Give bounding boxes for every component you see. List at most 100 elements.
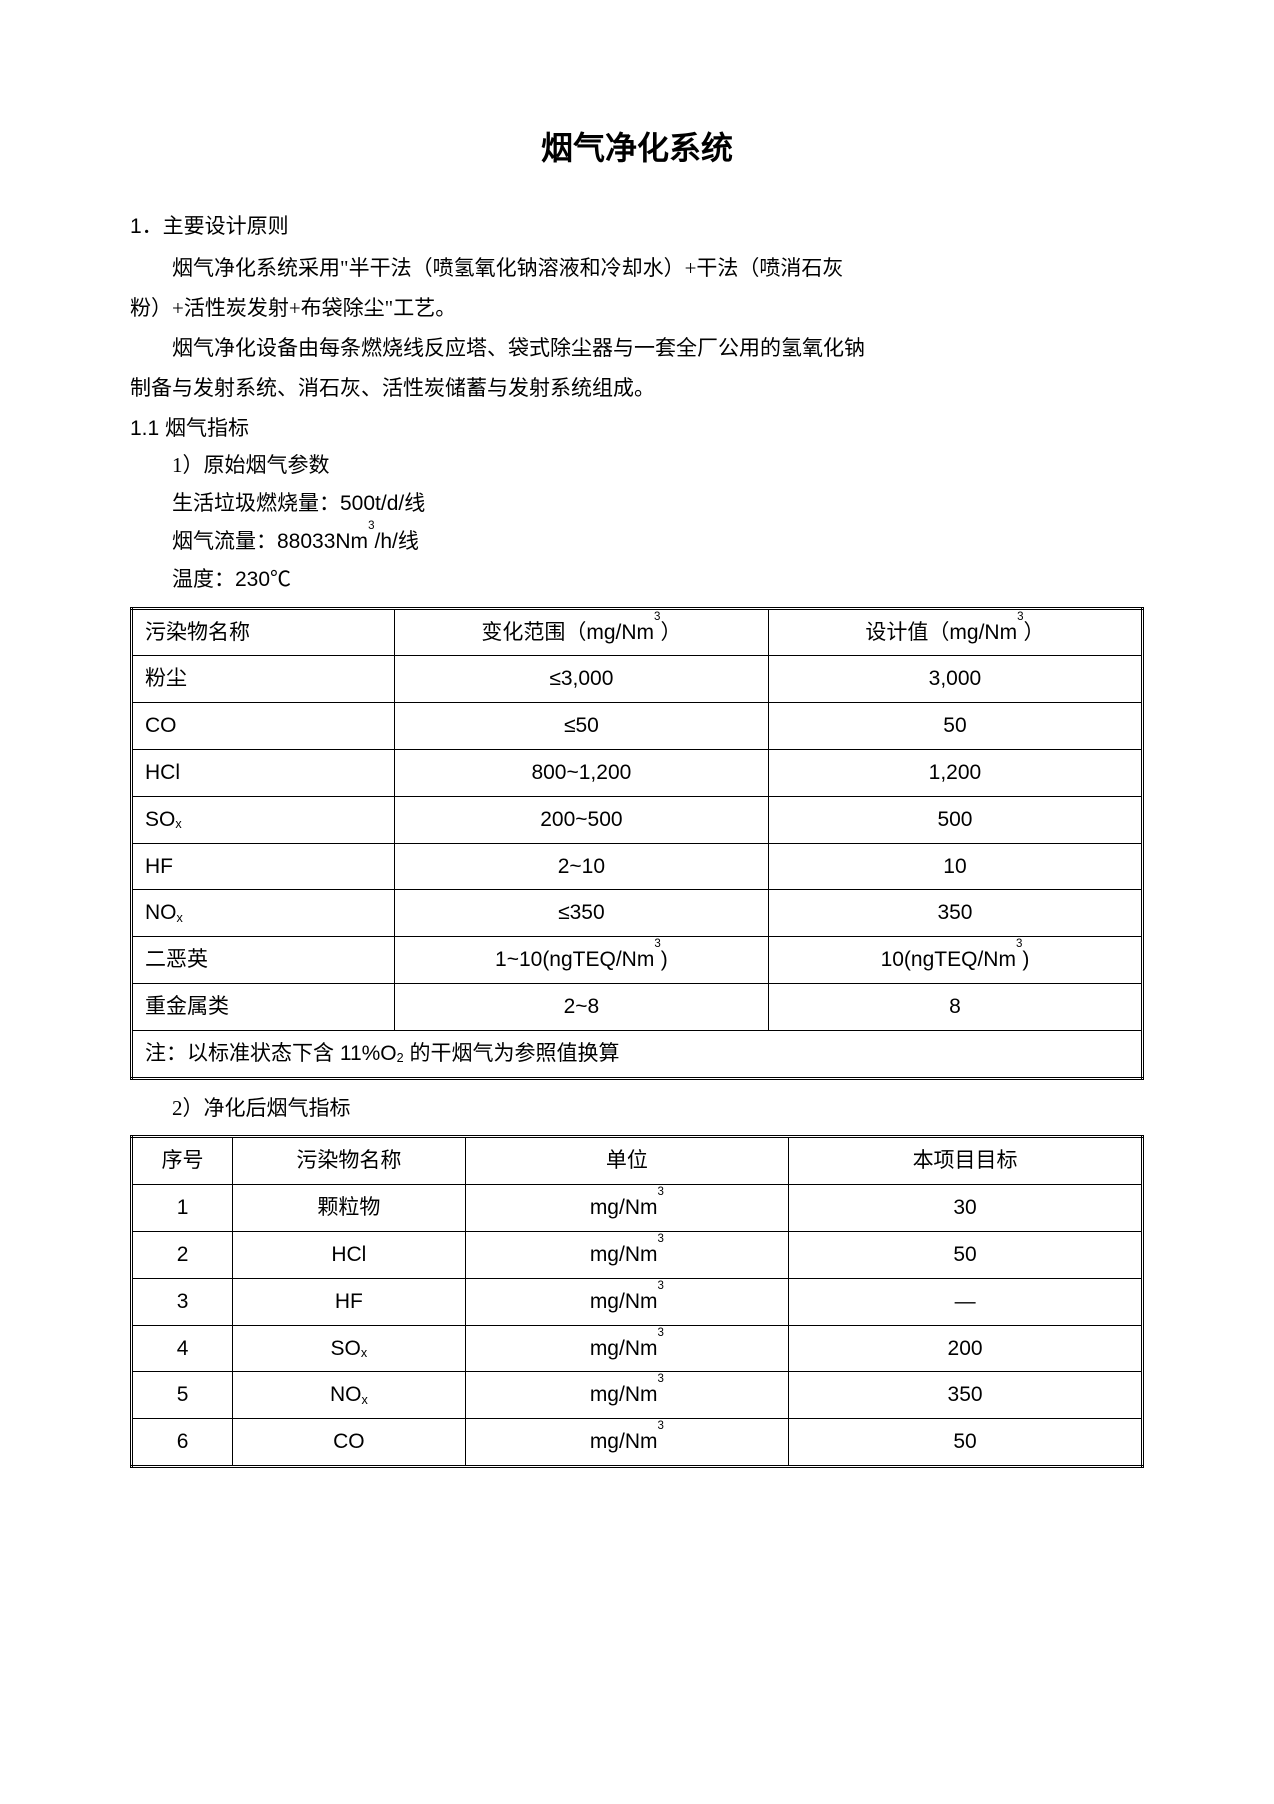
th3-sup: 3 bbox=[1017, 611, 1023, 623]
table-row: 4 SOx mg/Nm3 200 bbox=[132, 1325, 1143, 1372]
note-suf: 的干烟气为参照值换算 bbox=[404, 1042, 620, 1065]
data-burn-amount: 生活垃圾燃烧量：500t/d/线 bbox=[130, 485, 1144, 523]
list-item-1: 1）原始烟气参数 bbox=[130, 447, 1144, 485]
table-note: 注：以标准状态下含 11%O2 的干烟气为参照值换算 bbox=[132, 1030, 1143, 1078]
table-row: HCl 800~1,200 1,200 bbox=[132, 749, 1143, 796]
paragraph-2-line-1: 烟气净化设备由每条燃烧线反应塔、袋式除尘器与一套全厂公用的氢氧化钠 bbox=[130, 330, 1144, 368]
unit-sup: 3 bbox=[657, 1186, 663, 1198]
dioxin-range-suf: ) bbox=[661, 948, 668, 971]
table1-header-1: 污染物名称 bbox=[132, 608, 395, 656]
unit-sup: 3 bbox=[657, 1373, 663, 1385]
cell-target: 200 bbox=[789, 1325, 1143, 1372]
cell-name: SOx bbox=[233, 1325, 466, 1372]
sox-pre: SO bbox=[145, 808, 175, 831]
table-row: 粉尘 ≤3,000 3,000 bbox=[132, 656, 1143, 703]
unit-pre: mg/Nm bbox=[590, 1383, 658, 1406]
cell-name: CO bbox=[132, 703, 395, 750]
paragraph-1-line-2: 粉）+活性炭发射+布袋除尘"工艺。 bbox=[130, 290, 1144, 328]
cell-name: 重金属类 bbox=[132, 983, 395, 1030]
cell-range: 2~10 bbox=[394, 843, 768, 890]
nox2-sub: x bbox=[361, 1393, 367, 1407]
cell-range: 800~1,200 bbox=[394, 749, 768, 796]
cell-design: 1,200 bbox=[768, 749, 1142, 796]
unit-sup: 3 bbox=[657, 1327, 663, 1339]
cell-design: 8 bbox=[768, 983, 1142, 1030]
table-row: SOx 200~500 500 bbox=[132, 796, 1143, 843]
unit-pre: mg/Nm bbox=[590, 1196, 658, 1219]
cell-name: 二恶英 bbox=[132, 937, 395, 984]
nox2-pre: NO bbox=[330, 1383, 362, 1406]
cell-design: 3,000 bbox=[768, 656, 1142, 703]
sox2-pre: SO bbox=[331, 1337, 361, 1360]
cell-name: 粉尘 bbox=[132, 656, 395, 703]
table-row: HF 2~10 10 bbox=[132, 843, 1143, 890]
sox-sub: x bbox=[175, 817, 181, 831]
cell-target: — bbox=[789, 1278, 1143, 1325]
unit-sup: 3 bbox=[657, 1280, 663, 1292]
cell-name: HCl bbox=[132, 749, 395, 796]
dioxin-design-suf: ) bbox=[1022, 948, 1029, 971]
cell-range: ≤50 bbox=[394, 703, 768, 750]
sox2-sub: x bbox=[361, 1346, 367, 1360]
cell-target: 350 bbox=[789, 1372, 1143, 1419]
flow-label: 烟气流量：88033Nm bbox=[172, 530, 368, 553]
cell-name: 颗粒物 bbox=[233, 1185, 466, 1232]
cell-target: 50 bbox=[789, 1231, 1143, 1278]
cell-design: 500 bbox=[768, 796, 1142, 843]
cell-unit: mg/Nm3 bbox=[465, 1185, 789, 1232]
table1-header-2: 变化范围（mg/Nm3） bbox=[394, 608, 768, 656]
table-row: CO ≤50 50 bbox=[132, 703, 1143, 750]
cell-target: 50 bbox=[789, 1419, 1143, 1467]
table-row: 3 HF mg/Nm3 — bbox=[132, 1278, 1143, 1325]
table-row: 5 NOx mg/Nm3 350 bbox=[132, 1372, 1143, 1419]
table-row: NOx ≤350 350 bbox=[132, 890, 1143, 937]
unit-pre: mg/Nm bbox=[590, 1337, 658, 1360]
list-item-2: 2）净化后烟气指标 bbox=[130, 1090, 1144, 1128]
dioxin-range-pre: 1~10(ngTEQ/Nm bbox=[495, 948, 654, 971]
unit-sup: 3 bbox=[657, 1420, 663, 1432]
cell-unit: mg/Nm3 bbox=[465, 1372, 789, 1419]
cell-no: 1 bbox=[132, 1185, 233, 1232]
note-pre: 注：以标准状态下含 11%O bbox=[145, 1042, 397, 1065]
table2-header-3: 单位 bbox=[465, 1137, 789, 1185]
th2-suf: ） bbox=[660, 621, 681, 644]
cell-name: HF bbox=[233, 1278, 466, 1325]
table-row: 重金属类 2~8 8 bbox=[132, 983, 1143, 1030]
th2-sup: 3 bbox=[654, 611, 660, 623]
table1-header-3: 设计值（mg/Nm3） bbox=[768, 608, 1142, 656]
nox-sub: x bbox=[177, 911, 183, 925]
nox-pre: NO bbox=[145, 901, 177, 924]
table-note-row: 注：以标准状态下含 11%O2 的干烟气为参照值换算 bbox=[132, 1030, 1143, 1078]
cell-no: 5 bbox=[132, 1372, 233, 1419]
table-row: 2 HCl mg/Nm3 50 bbox=[132, 1231, 1143, 1278]
cell-name: CO bbox=[233, 1419, 466, 1467]
cell-unit: mg/Nm3 bbox=[465, 1419, 789, 1467]
cell-range: 1~10(ngTEQ/Nm3) bbox=[394, 937, 768, 984]
th3-suf: ） bbox=[1024, 621, 1045, 644]
paragraph-2-line-2: 制备与发射系统、消石灰、活性炭储蓄与发射系统组成。 bbox=[130, 370, 1144, 408]
cell-name: NOx bbox=[233, 1372, 466, 1419]
data-gas-flow: 烟气流量：88033Nm3/h/线 bbox=[130, 523, 1144, 561]
cell-unit: mg/Nm3 bbox=[465, 1231, 789, 1278]
table-row: 污染物名称 变化范围（mg/Nm3） 设计值（mg/Nm3） bbox=[132, 608, 1143, 656]
cell-no: 2 bbox=[132, 1231, 233, 1278]
cell-design: 350 bbox=[768, 890, 1142, 937]
cell-no: 3 bbox=[132, 1278, 233, 1325]
unit-pre: mg/Nm bbox=[590, 1243, 658, 1266]
document-title: 烟气净化系统 bbox=[130, 120, 1144, 178]
paragraph-1-line-1: 烟气净化系统采用"半干法（喷氢氧化钠溶液和冷却水）+干法（喷消石灰 bbox=[130, 250, 1144, 288]
table-row: 二恶英 1~10(ngTEQ/Nm3) 10(ngTEQ/Nm3) bbox=[132, 937, 1143, 984]
th2-pre: 变化范围（mg/Nm bbox=[481, 621, 654, 644]
cell-design: 50 bbox=[768, 703, 1142, 750]
section-1-heading: 1．主要设计原则 bbox=[130, 208, 1144, 246]
cell-name: SOx bbox=[132, 796, 395, 843]
flow-sup: 3 bbox=[368, 520, 374, 532]
table-row: 1 颗粒物 mg/Nm3 30 bbox=[132, 1185, 1143, 1232]
cell-no: 6 bbox=[132, 1419, 233, 1467]
cell-target: 30 bbox=[789, 1185, 1143, 1232]
cell-range: ≤350 bbox=[394, 890, 768, 937]
table2-header-2: 污染物名称 bbox=[233, 1137, 466, 1185]
cell-unit: mg/Nm3 bbox=[465, 1278, 789, 1325]
dioxin-design-pre: 10(ngTEQ/Nm bbox=[881, 948, 1016, 971]
cell-name: HF bbox=[132, 843, 395, 890]
